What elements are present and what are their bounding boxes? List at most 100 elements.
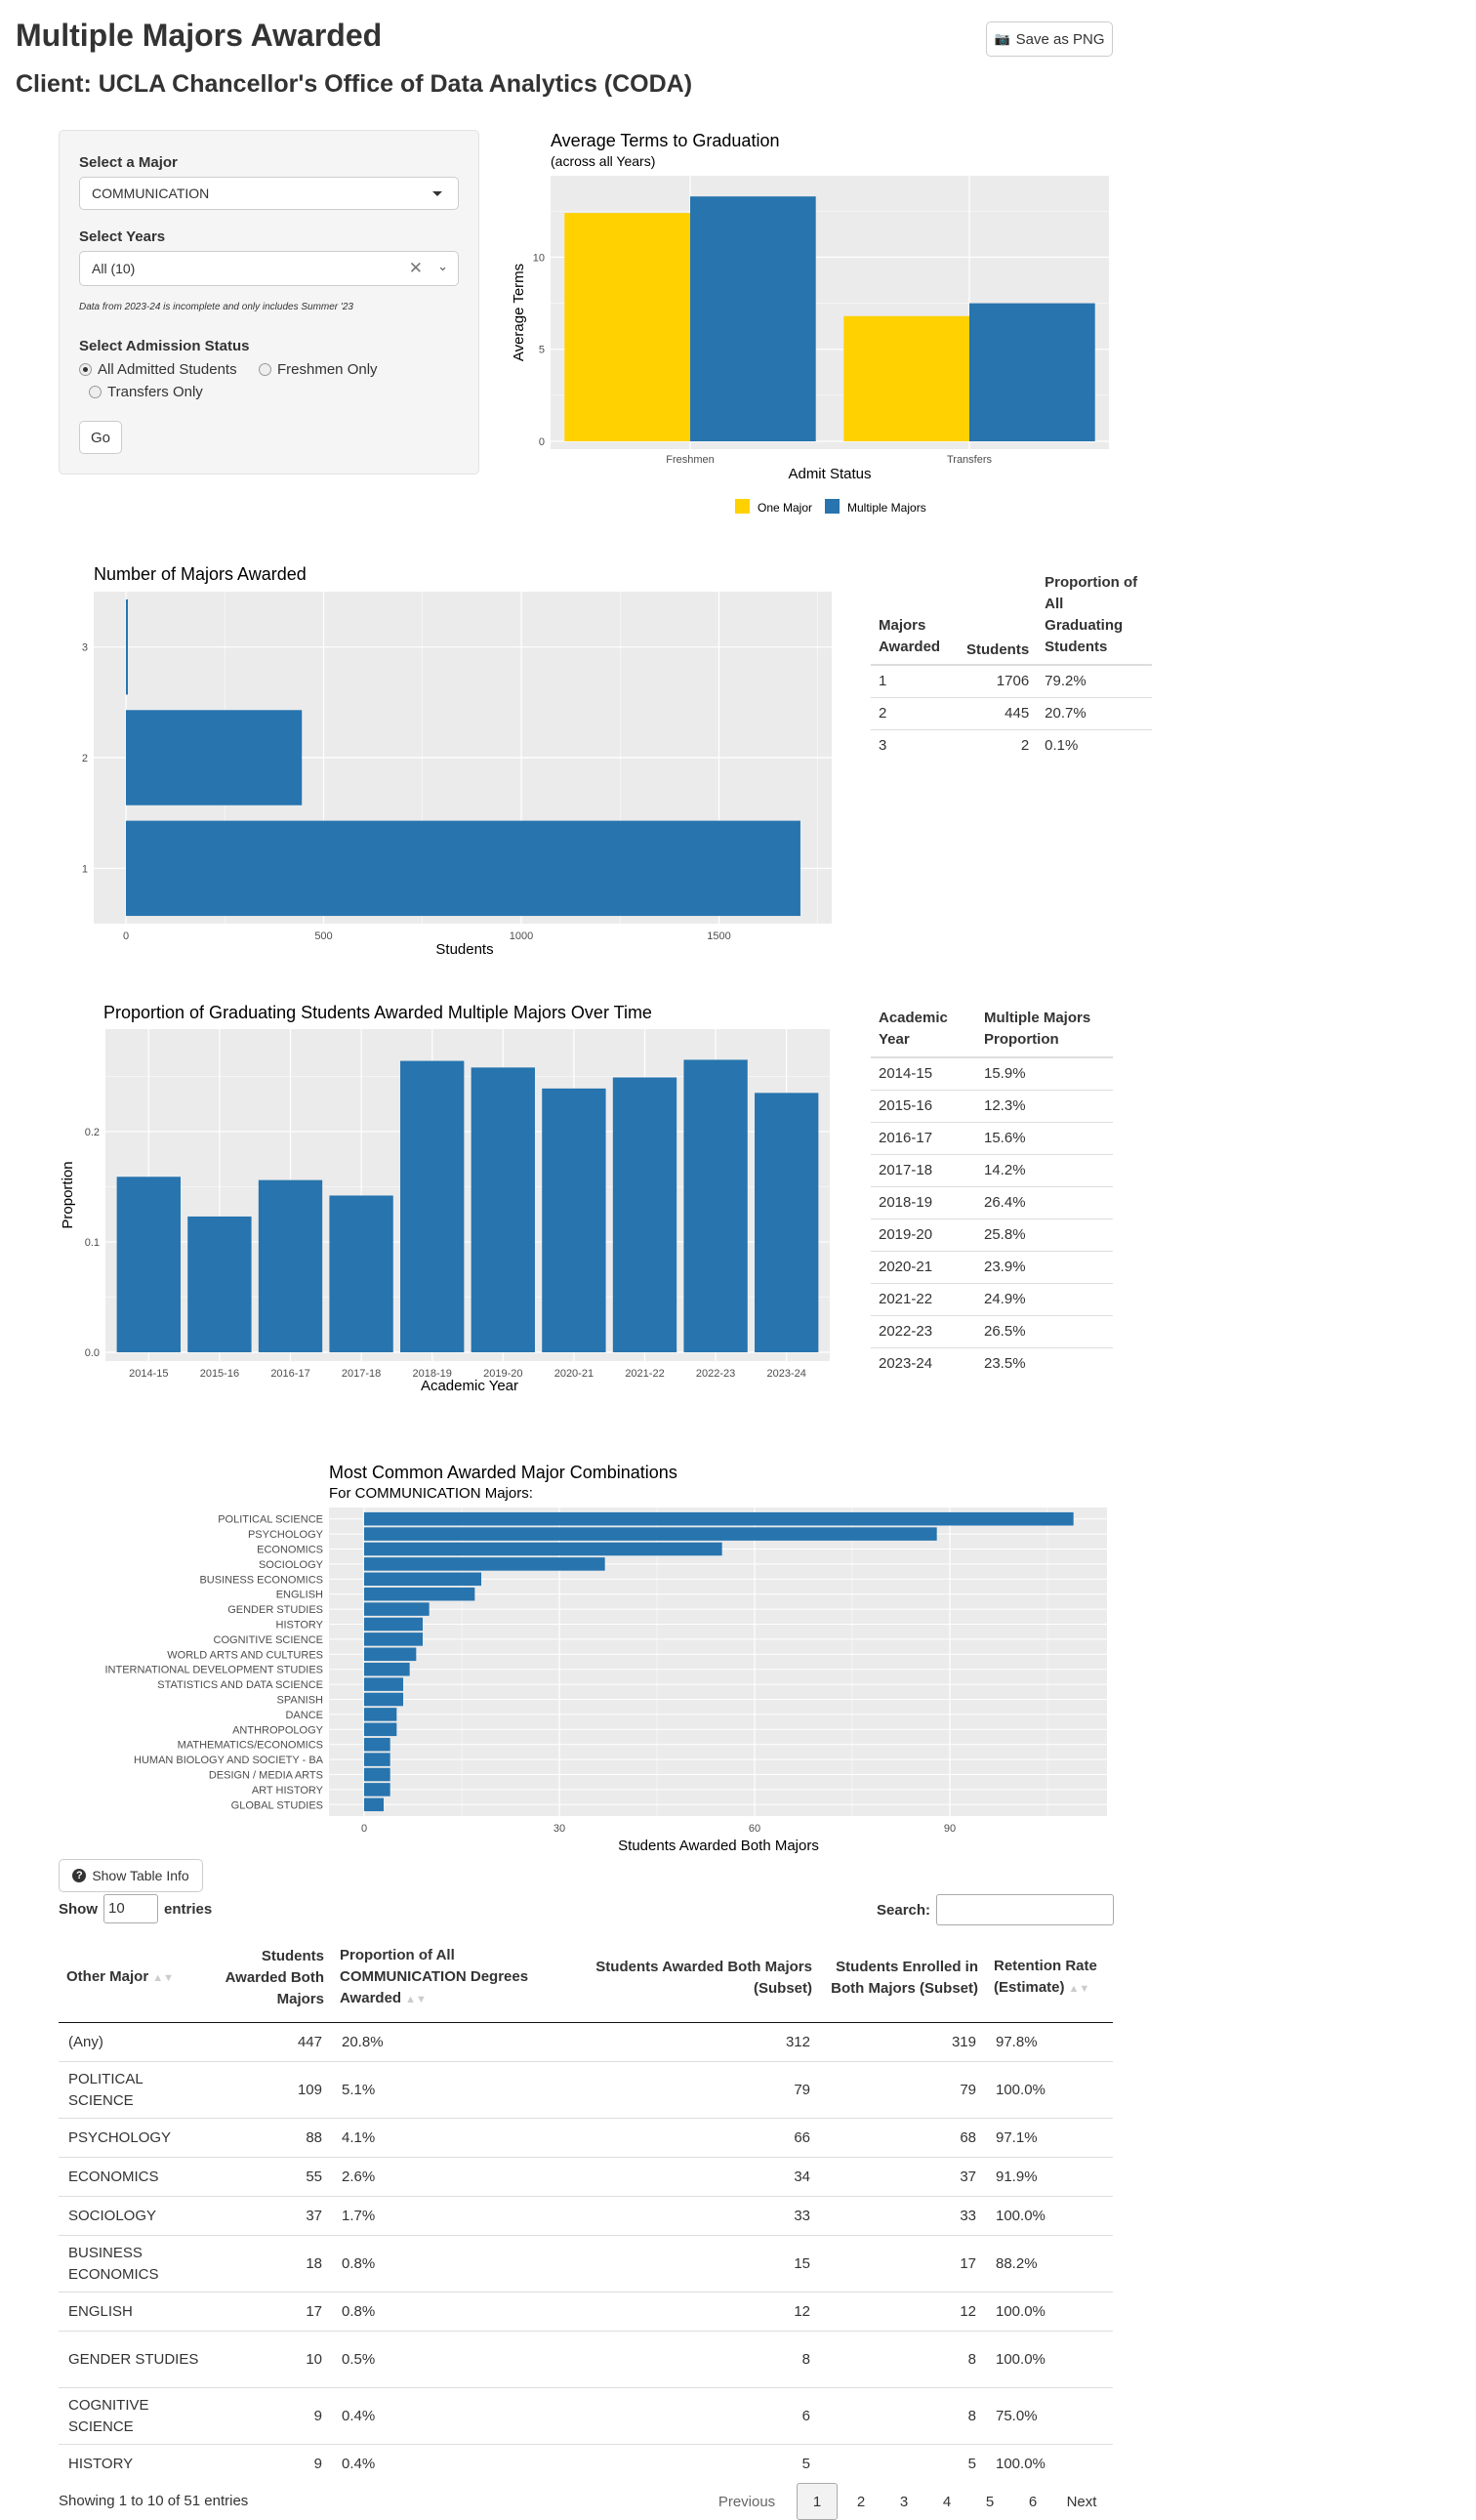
pagination-previous[interactable]: Previous [718, 2493, 776, 2510]
col-header-retention[interactable]: Retention Rate (Estimate) ▲▼ [986, 1933, 1113, 2023]
table-row: HISTORY 9 0.4% 5 5 100.0% [59, 2444, 1113, 2484]
legend-multi: Multiple Majors [847, 501, 926, 515]
bar [126, 820, 800, 917]
go-button[interactable]: Go [79, 421, 122, 454]
table-cell: 20.7% [1037, 696, 1152, 729]
bar [843, 315, 969, 441]
y-tick-label: ECONOMICS [257, 1545, 323, 1556]
table-cell: 100.0% [986, 2061, 1113, 2119]
y-tick-label: 2 [82, 753, 88, 764]
table-cell: 2020-21 [871, 1250, 976, 1283]
table-cell: 5 [588, 2444, 820, 2484]
pagination-page-1[interactable]: 1 [797, 2483, 838, 2520]
pagination-page-2[interactable]: 2 [856, 2493, 866, 2510]
table-row: 2018-19 26.4% [871, 1185, 1113, 1219]
years-select[interactable]: All (10) ✕ ⌄ [79, 251, 459, 286]
major-combinations-chart: Most Common Awarded Major Combinations F… [104, 1463, 1107, 1854]
table-cell: 2017-18 [871, 1153, 976, 1186]
pagination-next[interactable]: Next [1066, 2493, 1097, 2510]
y-tick-label: COGNITIVE SCIENCE [214, 1634, 323, 1646]
radio-freshmen-only[interactable]: Freshmen Only [259, 361, 378, 378]
y-tick-label: 0 [539, 436, 545, 448]
table-row: ECONOMICS 55 2.6% 34 37 91.9% [59, 2157, 1113, 2197]
col-header-both-majors[interactable]: Students Awarded Both Majors [215, 1933, 332, 2023]
col-header-proportion[interactable]: Proportion of All COMMUNICATION Degrees … [332, 1933, 588, 2023]
x-tick-label: 2021-22 [625, 1368, 664, 1380]
radio-transfers-only[interactable]: Transfers Only [89, 384, 203, 400]
bars [126, 599, 800, 917]
chart-subtitle: (across all Years) [551, 153, 655, 169]
table-cell: 4.1% [332, 2118, 588, 2158]
table-cell: 0.1% [1037, 728, 1152, 762]
bar [364, 1557, 605, 1571]
clear-icon[interactable]: ✕ [408, 259, 423, 277]
table-cell: 79.2% [1037, 664, 1152, 697]
table-row: 2021-22 24.9% [871, 1282, 1113, 1315]
bar [755, 1093, 819, 1352]
table-row: 2019-20 25.8% [871, 1218, 1113, 1251]
bar [364, 1797, 384, 1812]
table-cell: 15 [588, 2235, 820, 2293]
bar [471, 1067, 535, 1352]
pagination-page-5[interactable]: 5 [985, 2493, 995, 2510]
show-table-info-button[interactable]: ? Show Table Info [59, 1859, 203, 1892]
y-tick-label: STATISTICS AND DATA SCIENCE [157, 1679, 323, 1691]
chevron-down-icon[interactable]: ⌄ [437, 259, 448, 273]
table-row: POLITICAL SCIENCE 109 5.1% 79 79 100.0% [59, 2061, 1113, 2119]
table-cell: 2 [959, 728, 1038, 762]
table-cell: 1706 [959, 664, 1038, 697]
avg-terms-chart: Average Terms to Graduation (across all … [511, 131, 1109, 515]
col-header-both-subset[interactable]: Students Awarded Both Majors (Subset) [588, 1933, 820, 2023]
legend-swatch-multi [825, 499, 840, 514]
bar [364, 1783, 390, 1797]
col-header-other-major[interactable]: Other Major ▲▼ [59, 1933, 215, 2023]
bar [116, 1177, 181, 1352]
x-tick-label: 2017-18 [342, 1368, 381, 1380]
bar [364, 1542, 722, 1556]
table-row: 2015-16 12.3% [871, 1089, 1113, 1122]
table-row: ENGLISH 17 0.8% 12 12 100.0% [59, 2292, 1113, 2332]
chart-title: Most Common Awarded Major Combinations [329, 1463, 677, 1482]
table-cell: 0.5% [332, 2331, 588, 2388]
length-input[interactable]: 10 [103, 1894, 158, 1923]
radio-all-admitted[interactable]: All Admitted Students [79, 361, 237, 378]
x-tick-label: 500 [314, 930, 332, 942]
search-input[interactable] [936, 1894, 1115, 1925]
chart-title: Number of Majors Awarded [94, 564, 307, 584]
chart-title: Proportion of Graduating Students Awarde… [103, 1003, 652, 1022]
col-header: Academic Year [871, 1008, 976, 1058]
y-axis-label: Proportion [60, 1161, 76, 1228]
bar [364, 1677, 403, 1691]
col-header-enrolled-subset[interactable]: Students Enrolled in Both Majors (Subset… [820, 1933, 986, 2023]
sort-icon: ▲▼ [405, 1994, 427, 2005]
table-cell: 100.0% [986, 2444, 1113, 2484]
table-cell: 79 [820, 2061, 986, 2119]
table-cell: HISTORY [59, 2444, 215, 2484]
table-cell: 445 [959, 696, 1038, 729]
table-cell: 23.9% [976, 1250, 1113, 1283]
x-tick-label: 0 [123, 930, 129, 942]
table-row: GENDER STUDIES 10 0.5% 8 8 100.0% [59, 2331, 1113, 2388]
table-info: Showing 1 to 10 of 51 entries [59, 2493, 249, 2509]
save-png-button[interactable]: 📷 Save as PNG [986, 21, 1113, 57]
y-tick-label: SOCIOLOGY [259, 1559, 324, 1571]
table-cell: 2015-16 [871, 1089, 976, 1122]
legend-one: One Major [758, 501, 812, 515]
question-circle-icon: ? [72, 1869, 87, 1882]
table-cell: BUSINESS ECONOMICS [59, 2235, 215, 2293]
pagination-page-3[interactable]: 3 [899, 2493, 909, 2510]
x-tick-label: Transfers [947, 454, 993, 466]
col-header: Majors Awarded [871, 572, 959, 666]
table-cell: 447 [215, 2022, 332, 2062]
pagination-page-4[interactable]: 4 [942, 2493, 952, 2510]
table-cell: 17 [820, 2235, 986, 2293]
y-tick-label: PSYCHOLOGY [248, 1529, 324, 1541]
pagination-page-6[interactable]: 6 [1028, 2493, 1038, 2510]
table-cell: 37 [215, 2196, 332, 2236]
x-tick-label: 2018-19 [413, 1368, 452, 1380]
data-note: Data from 2023-24 is incomplete and only… [79, 302, 353, 312]
bar [364, 1737, 390, 1752]
y-tick-label: POLITICAL SCIENCE [218, 1514, 323, 1526]
major-select[interactable]: COMMUNICATION [79, 177, 459, 210]
table-cell: 5 [820, 2444, 986, 2484]
